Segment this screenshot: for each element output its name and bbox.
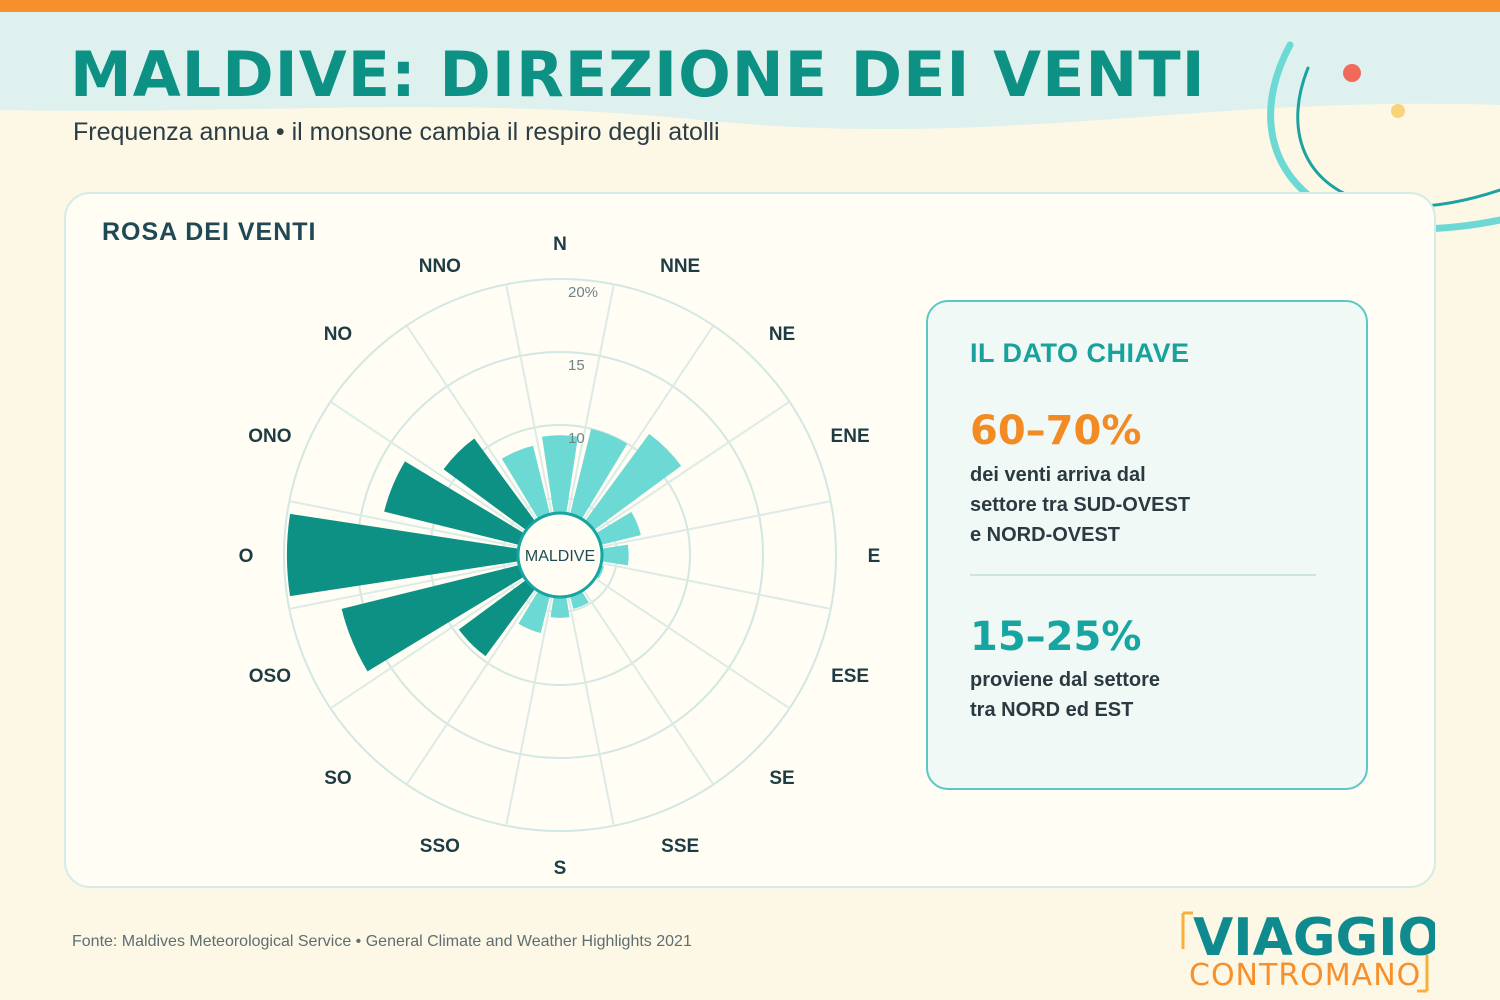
key-box-heading: IL DATO CHIAVE xyxy=(970,338,1190,368)
source-note: Fonte: Maldives Meteorological Service •… xyxy=(72,933,692,950)
wind-sector-so xyxy=(458,579,536,657)
stat1-line: dei venti arriva dal xyxy=(970,464,1146,486)
grid-spoke xyxy=(289,562,520,610)
direction-label-sse: SSE xyxy=(661,836,699,857)
wind-sector-sso xyxy=(518,590,550,634)
wind-sector-s xyxy=(550,596,570,618)
center-label: MALDIVE xyxy=(525,548,595,565)
direction-label-se: SE xyxy=(769,768,794,789)
grid-spoke xyxy=(567,595,615,826)
grid-ring xyxy=(283,278,837,832)
direction-label-nno: NNO xyxy=(419,256,461,277)
page-title: MALDIVE: DIREZIONE DEI VENTI xyxy=(70,38,1206,111)
stat-southwest-northwest-text: dei venti arriva dal settore tra SUD-OVE… xyxy=(970,460,1330,550)
stat2-line: proviene dal settore xyxy=(970,669,1161,691)
grid-spoke xyxy=(594,577,791,710)
grid-spoke xyxy=(582,324,715,521)
grid-spoke xyxy=(329,577,526,710)
stat1-line: settore tra SUD-OVEST xyxy=(970,494,1191,516)
direction-label-nne: NNE xyxy=(660,256,700,277)
wind-sector-o xyxy=(286,513,519,597)
wind-sector-nno xyxy=(501,445,550,520)
grid-spoke xyxy=(505,595,553,826)
stat2-line: tra NORD ed EST xyxy=(970,699,1134,721)
grid-spoke xyxy=(289,500,520,548)
header-wave-band xyxy=(0,12,1500,130)
direction-label-so: SO xyxy=(324,768,351,789)
stat1-line: e NORD-OVEST xyxy=(970,524,1121,546)
center-hub xyxy=(516,511,604,599)
direction-label-ne: NE xyxy=(769,324,795,345)
wind-sector-no xyxy=(443,438,536,531)
direction-label-s: S xyxy=(554,858,567,879)
direction-label-o: O xyxy=(239,546,254,567)
grid-spoke xyxy=(600,562,831,610)
stat-north-east-value: 15–25% xyxy=(970,614,1142,660)
grid-spoke xyxy=(405,324,538,521)
grid-spoke xyxy=(405,589,538,786)
direction-label-ono: ONO xyxy=(248,426,291,447)
direction-label-no: NO xyxy=(324,324,353,345)
direction-label-sso: SSO xyxy=(420,836,460,857)
wind-sector-ene xyxy=(595,511,641,545)
viaggio-contromano-logo: VIAGGIO CONTROMANO xyxy=(1181,908,1435,993)
logo-top-text: VIAGGIO xyxy=(1193,908,1435,968)
radial-tick-label: 10 xyxy=(568,430,585,447)
logo-bottom-text: CONTROMANO xyxy=(1189,958,1421,993)
top-accent-bar xyxy=(0,0,1500,12)
direction-label-ese: ESE xyxy=(831,666,869,687)
key-box-divider xyxy=(970,574,1316,576)
wind-sector-ne xyxy=(584,433,682,531)
grid-spoke xyxy=(582,589,715,786)
wind-sector-ono xyxy=(384,461,525,545)
stat-southwest-northwest-value: 60–70% xyxy=(970,408,1142,454)
grid-spoke xyxy=(594,400,791,533)
wind-sector-nne xyxy=(570,428,628,520)
grid-spoke xyxy=(505,284,553,515)
radial-tick-label: 15 xyxy=(568,357,585,374)
grid-spoke xyxy=(567,284,615,515)
key-data-box xyxy=(926,300,1368,790)
chart-card-title: ROSA DEI VENTI xyxy=(102,218,317,246)
stat-north-east-text: proviene dal settore tra NORD ed EST xyxy=(970,665,1330,725)
grid-spoke xyxy=(329,400,526,533)
wind-sector-oso xyxy=(341,565,525,672)
direction-label-ene: ENE xyxy=(831,426,870,447)
page-subtitle: Frequenza annua • il monsone cambia il r… xyxy=(73,118,720,146)
radial-tick-label: 20% xyxy=(568,284,598,301)
direction-label-n: N xyxy=(553,234,567,255)
direction-label-e: E xyxy=(868,546,881,567)
wind-sector-n xyxy=(541,435,579,514)
wind-sector-e xyxy=(601,544,629,566)
grid-spoke xyxy=(600,500,831,548)
wind-rose-chart: MALDIVE 10 15 20% N NNE NE ENE E ESE SE SSE S SSO SO OS… xyxy=(239,234,881,879)
direction-label-oso: OSO xyxy=(249,666,291,687)
